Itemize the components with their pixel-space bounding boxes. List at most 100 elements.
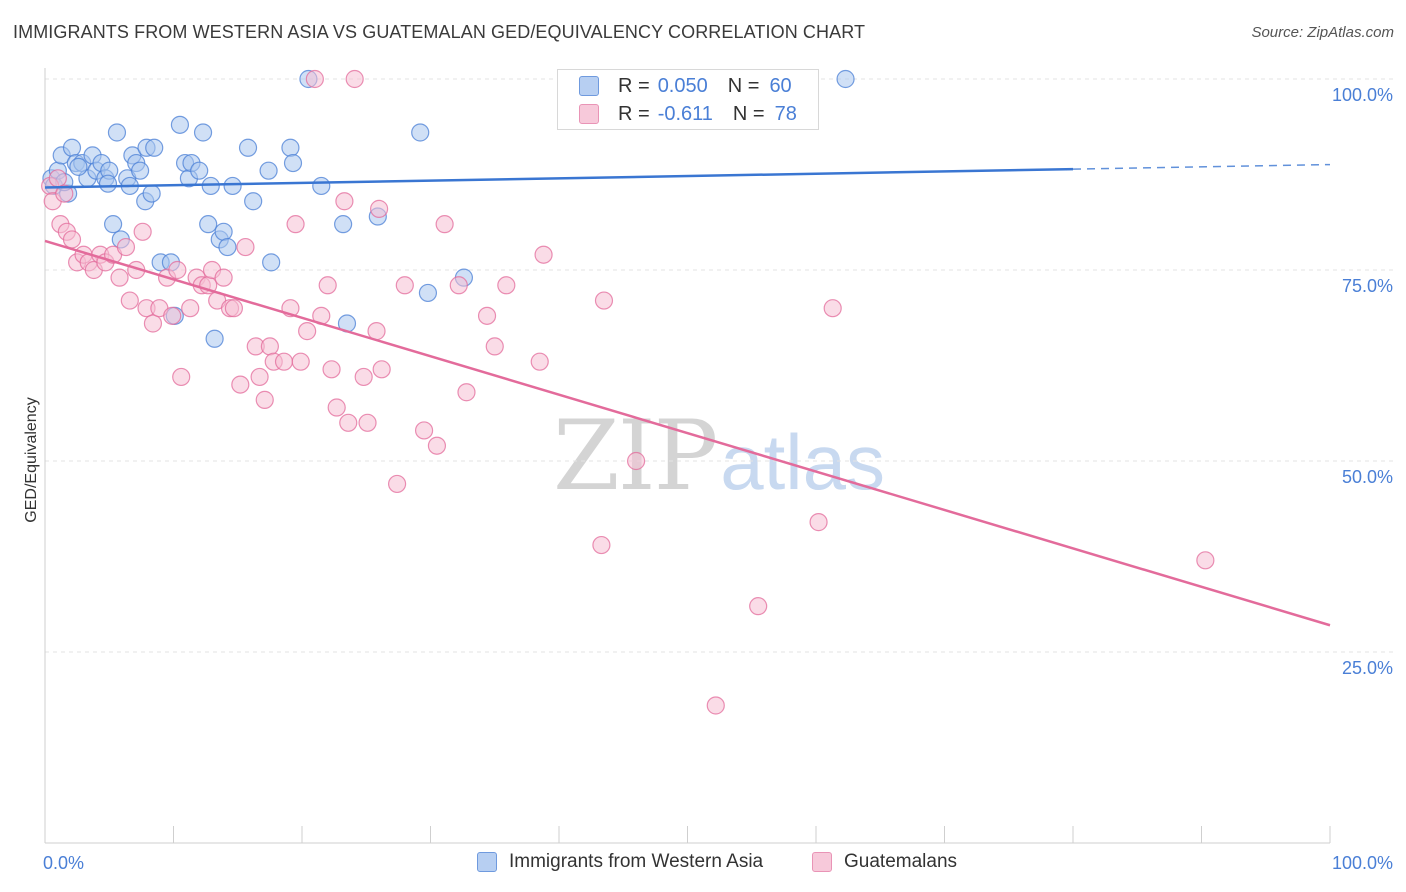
- guatemalan-point: [168, 260, 187, 280]
- western-asia-point: [98, 174, 118, 193]
- guatemalan-point: [250, 367, 269, 387]
- western-asia-point: [418, 283, 438, 303]
- guatemalan-point: [339, 413, 358, 432]
- western-asia-point: [62, 138, 82, 157]
- guatemalan-point: [485, 337, 504, 356]
- western-asia-point: [142, 184, 161, 203]
- guatemalan-point: [1196, 551, 1215, 570]
- series-legend: Immigrants from Western Asia Guatemalans: [0, 851, 1406, 877]
- guatemalan-point: [809, 513, 828, 532]
- source-label: Source: ZipAtlas.com: [1251, 24, 1394, 41]
- y-tick-label: 100.0%: [1332, 85, 1393, 105]
- guatemalan-point: [181, 299, 200, 318]
- correlation-legend: R = 0.050 N = 60 R = -0.611 N = 78: [557, 69, 819, 130]
- y-tick-label: 50.0%: [1342, 467, 1393, 487]
- legend-label-western-asia: Immigrants from Western Asia: [509, 851, 764, 872]
- guatemalan-point: [477, 306, 497, 325]
- x-tick-label-left: 0.0%: [43, 853, 84, 873]
- guatemalan-point: [530, 352, 549, 371]
- legend-item-western-asia: Immigrants from Western Asia: [477, 851, 763, 873]
- western-asia-point: [836, 69, 855, 89]
- guatemalan-point: [497, 276, 516, 295]
- western-asia-point: [223, 176, 242, 196]
- legend-swatch-western-asia: [477, 852, 497, 872]
- y-tick-label: 25.0%: [1342, 658, 1393, 678]
- guatemalan-point: [260, 337, 279, 356]
- n-value: 78: [774, 102, 797, 125]
- western-asia-point: [238, 138, 258, 157]
- guatemalan-point: [291, 352, 310, 371]
- western-asia-point: [145, 138, 164, 157]
- guatemalan-point: [143, 314, 163, 333]
- guatemalan-point: [427, 436, 447, 455]
- guatemalan-point: [626, 451, 646, 471]
- guatemalan-point: [224, 299, 243, 318]
- n-label: N =: [727, 74, 760, 97]
- guatemalan-point: [335, 192, 354, 211]
- watermark-atlas: atlas: [720, 418, 885, 506]
- guatemalan-point: [116, 237, 136, 257]
- guatemalan-point: [594, 291, 614, 310]
- guatemalan-point: [358, 413, 377, 432]
- guatemalan-point: [236, 237, 255, 257]
- western-asia-point: [218, 237, 237, 257]
- legend-item-guatemalans: Guatemalans: [812, 851, 957, 873]
- guatemalan-point: [318, 276, 337, 295]
- guatemalan-point: [395, 276, 414, 295]
- western-asia-point: [262, 253, 281, 272]
- western-asia-point: [205, 329, 224, 348]
- guatemalan-point: [133, 222, 152, 241]
- guatemalan-point: [414, 421, 434, 440]
- western-asia-point: [170, 115, 190, 134]
- guatemalan-point: [435, 215, 454, 234]
- guatemalan-point: [327, 398, 346, 417]
- western-asia-point: [214, 222, 233, 241]
- n-label: N =: [732, 102, 765, 125]
- r-value: 0.050: [657, 74, 708, 97]
- western-asia-trendline-extension: [1072, 163, 1331, 170]
- guatemalan-point: [231, 375, 250, 394]
- guatemalan-point: [48, 169, 67, 188]
- western-asia-point: [312, 176, 331, 196]
- legend-swatch-guatemalans: [812, 852, 832, 872]
- guatemalan-point: [449, 276, 468, 295]
- guatemalan-point: [706, 696, 725, 715]
- guatemalan-point: [62, 230, 82, 249]
- legend-row-western-asia: R = 0.050 N = 60: [579, 73, 792, 99]
- western-asia-point: [193, 123, 213, 142]
- guatemalan-point: [345, 69, 364, 89]
- guatemalan-point: [370, 199, 389, 218]
- western-asia-point: [104, 215, 123, 234]
- guatemalan-point: [255, 390, 274, 409]
- western-asia-point: [201, 176, 220, 196]
- legend-swatch-western-asia: [579, 76, 599, 96]
- n-value: 60: [769, 74, 792, 97]
- r-value: -0.611: [657, 102, 713, 125]
- legend-swatch-guatemalans: [579, 104, 599, 124]
- western-asia-point: [283, 153, 303, 173]
- guatemalan-point: [305, 69, 324, 89]
- guatemalan-point: [214, 268, 233, 287]
- western-asia-point: [281, 138, 300, 157]
- western-asia-point: [190, 161, 209, 180]
- chart-title: IMMIGRANTS FROM WESTERN ASIA VS GUATEMAL…: [13, 22, 866, 42]
- guatemalan-point: [592, 535, 611, 555]
- guatemalan-point: [457, 383, 476, 402]
- guatemalan-trendline: [44, 239, 1331, 627]
- western-asia-point: [244, 192, 263, 211]
- guatemalan-point: [322, 360, 341, 379]
- y-tick-label: 75.0%: [1342, 276, 1393, 296]
- western-asia-point: [107, 123, 127, 142]
- western-asia-trendline: [44, 167, 1074, 189]
- guatemalan-point: [120, 291, 139, 310]
- guatemalan-point: [274, 352, 294, 371]
- r-label: R =: [618, 74, 650, 97]
- guatemalan-point: [298, 322, 317, 341]
- guatemalan-point: [534, 245, 553, 264]
- x-tick-label-right: 100.0%: [1332, 853, 1393, 873]
- guatemalan-point: [823, 299, 842, 318]
- guatemalan-point: [749, 597, 768, 616]
- guatemalan-point: [286, 215, 305, 234]
- western-asia-point: [69, 157, 88, 176]
- western-asia-point: [334, 215, 353, 234]
